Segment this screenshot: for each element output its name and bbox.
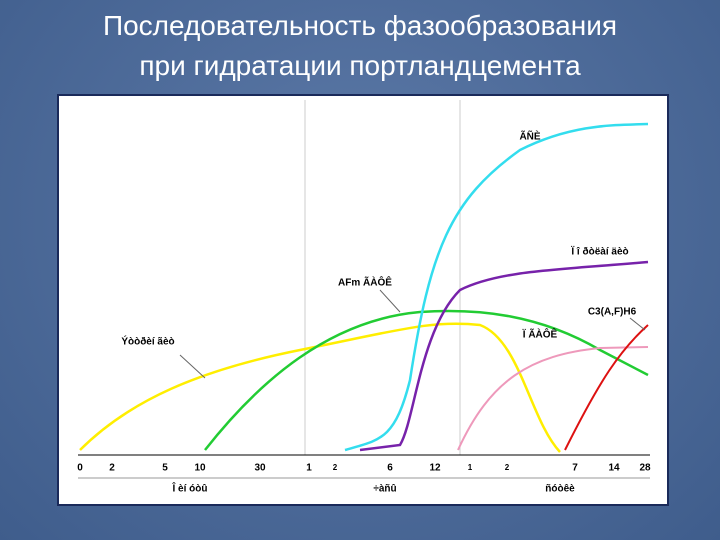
curve-label: ÃÑÈ [519, 130, 540, 143]
unit-label: ñóòêè [545, 484, 575, 495]
x-tick-label: 0 [77, 463, 83, 474]
x-tick-label: 30 [254, 463, 266, 474]
monosulfate-curve [457, 346, 649, 451]
pointer [379, 289, 401, 313]
curve-label: Ï î ðòëàí äèò [570, 245, 628, 258]
x-tick-label: 2 [109, 463, 115, 474]
x-tick-label: 10 [194, 463, 206, 474]
title-line: Последовательность фазообразования [102, 10, 618, 41]
curve-label: Ï ÃÀÔÊ [522, 328, 558, 341]
x-tick-label: 2 [505, 463, 510, 472]
x-tick-label: 6 [387, 463, 393, 474]
x-tick-label: 5 [162, 463, 168, 474]
curve-label: AFm ÃÀÔÊ [338, 276, 392, 289]
csh-curve [344, 122, 649, 452]
x-tick-label: 14 [608, 463, 620, 474]
x-tick-label: 7 [572, 463, 578, 474]
x-tick-label: 2 [333, 463, 338, 472]
x-tick-label: 1 [306, 463, 312, 474]
pointer [629, 317, 646, 331]
curve-label: Ýòòðèí ãèò [121, 335, 174, 348]
portlandite-curve [359, 260, 649, 452]
title-line: при гидратации портландцемента [139, 50, 581, 81]
afm-curve [204, 309, 649, 451]
curve-label: C3(A,F)H6 [588, 307, 637, 318]
unit-label: Î èí óòû [172, 482, 208, 495]
chart-frame [57, 94, 669, 506]
x-tick-label: 12 [429, 463, 441, 474]
x-tick-label: 1 [468, 463, 473, 472]
hydrogarnet-curve [564, 324, 649, 451]
x-tick-label: 28 [639, 463, 651, 474]
pointer [179, 354, 206, 379]
title: Последовательность фазообразования при г… [0, 6, 720, 86]
ettringite-curve [79, 322, 561, 453]
unit-label: ÷àñû [373, 484, 396, 495]
